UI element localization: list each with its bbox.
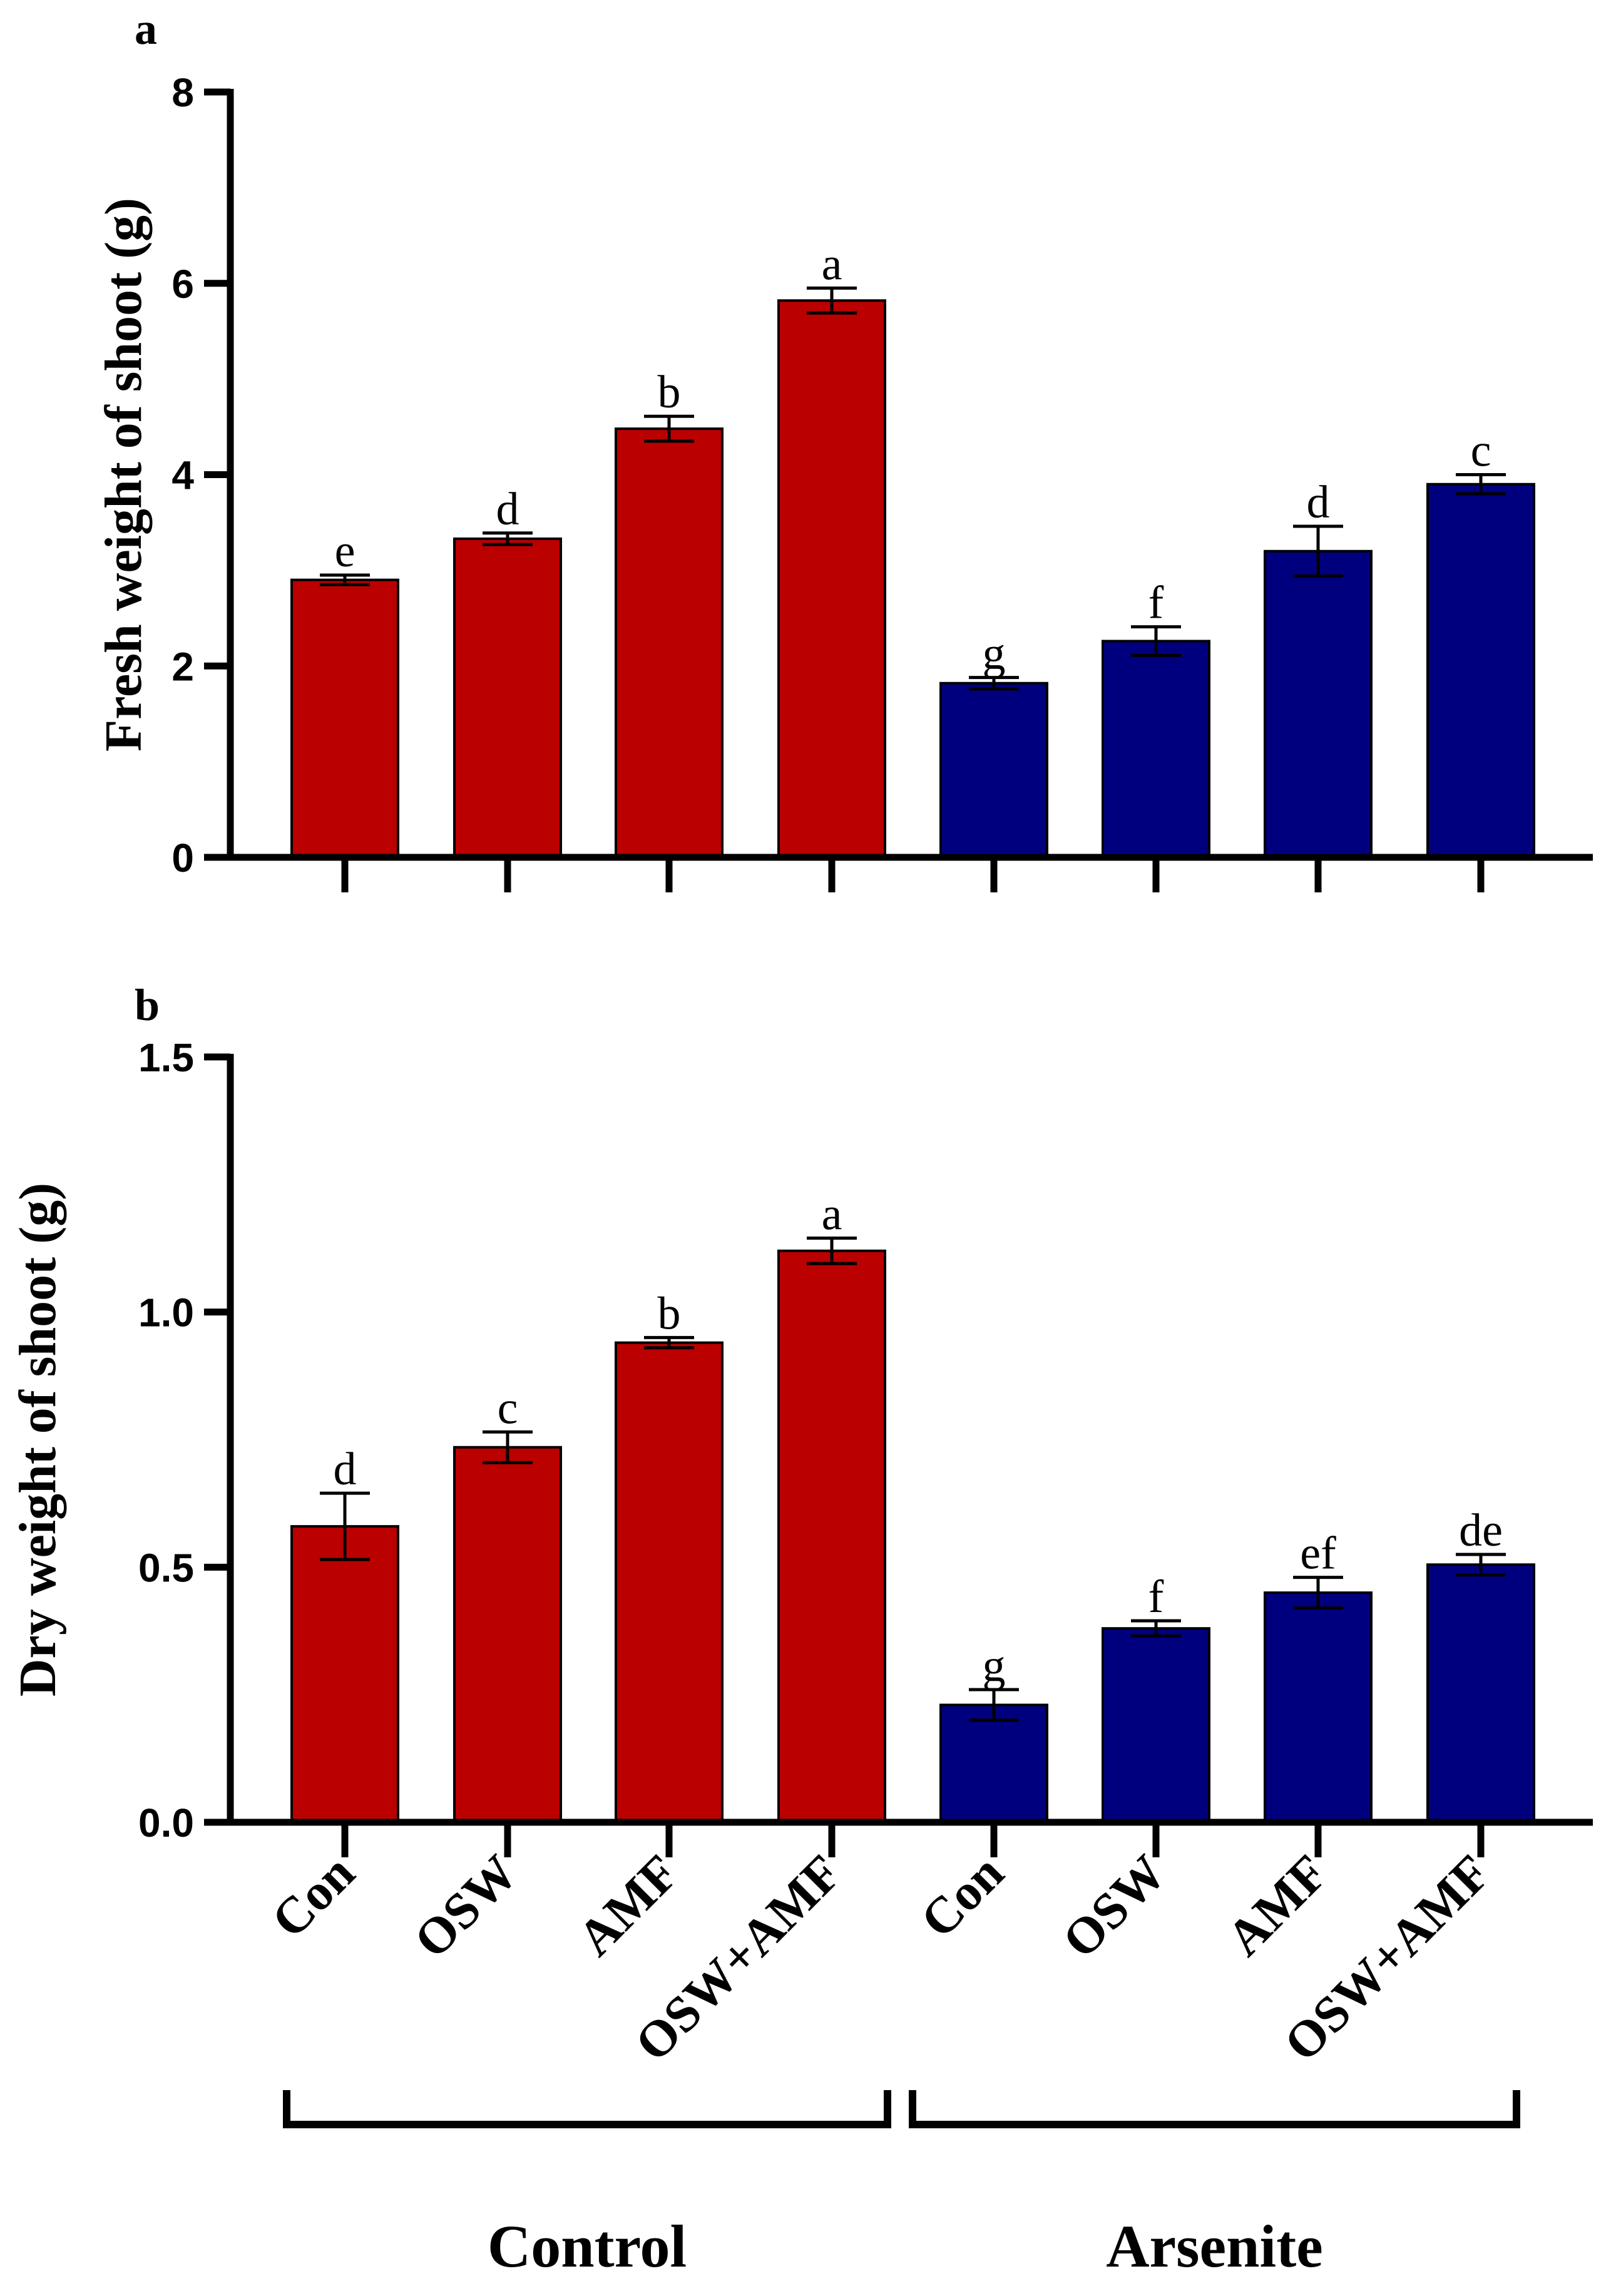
y-tick-label: 1.0 (138, 1290, 194, 1335)
significance-label: g (983, 628, 1006, 680)
significance-label: e (335, 526, 355, 577)
significance-label: c (1471, 426, 1491, 477)
x-category-label: AMF (566, 1844, 689, 1966)
x-category-label: Con (909, 1844, 1014, 1948)
bar (615, 427, 724, 859)
significance-label: d (1307, 477, 1330, 528)
y-tick-label: 0.0 (138, 1800, 194, 1845)
bar (615, 1341, 724, 1824)
x-category-label: OSW (403, 1844, 528, 1969)
x-category-label: Con (260, 1844, 365, 1948)
x-category-label: AMF (1215, 1844, 1338, 1966)
bar (939, 681, 1048, 859)
bar (1264, 549, 1373, 859)
bar (777, 1249, 886, 1824)
significance-label: a (822, 238, 842, 290)
significance-label: d (334, 1444, 357, 1495)
y-tick-label: 1.5 (138, 1035, 194, 1080)
significance-label: a (822, 1188, 842, 1240)
significance-label: c (498, 1382, 518, 1434)
y-tick-label: 0.5 (138, 1545, 194, 1590)
significance-label: b (658, 1288, 681, 1339)
significance-label: f (1148, 1571, 1164, 1623)
bar (1264, 1591, 1373, 1824)
bar (1102, 640, 1210, 859)
y-tick-label: 6 (171, 262, 194, 307)
y-axis-label: Fresh weight of shoot (g) (95, 198, 153, 752)
panel-letter: a (135, 4, 157, 54)
bar (777, 299, 886, 859)
y-tick-label: 8 (171, 70, 194, 115)
group-label: Arsenite (1106, 2213, 1323, 2280)
significance-label: f (1148, 578, 1164, 629)
bar (1102, 1627, 1210, 1824)
y-axis-label: Dry weight of shoot (g) (9, 1183, 67, 1696)
significance-label: b (658, 367, 681, 418)
significance-label: ef (1300, 1528, 1336, 1579)
bar (453, 537, 562, 859)
bar (290, 578, 399, 859)
y-tick-label: 2 (171, 644, 194, 689)
bar (939, 1703, 1048, 1824)
group-brackets: Control Arsenite (283, 2090, 1520, 2280)
significance-label: de (1459, 1505, 1503, 1556)
bar (1426, 482, 1535, 859)
significance-label: g (983, 1640, 1006, 1691)
panel-letter: b (135, 980, 160, 1030)
x-category-label: OSW (1051, 1844, 1177, 1969)
group-bracket (909, 2090, 1520, 2128)
significance-label: d (496, 484, 519, 535)
bar (453, 1446, 562, 1824)
y-tick-label: 4 (171, 453, 194, 498)
bar (290, 1525, 399, 1824)
group-label: Control (488, 2213, 687, 2280)
y-tick-label: 0 (171, 835, 194, 880)
panel-b: b Dry weight of shoot (g) 0.0 0.5 1.0 1.5 d c b a… (9, 980, 1593, 1857)
group-bracket (283, 2090, 891, 2128)
panel-a: a Fresh weight of shoot (g) 0 2 4 6 8 e d b a g f d c (95, 4, 1593, 892)
bar (1426, 1563, 1535, 1824)
